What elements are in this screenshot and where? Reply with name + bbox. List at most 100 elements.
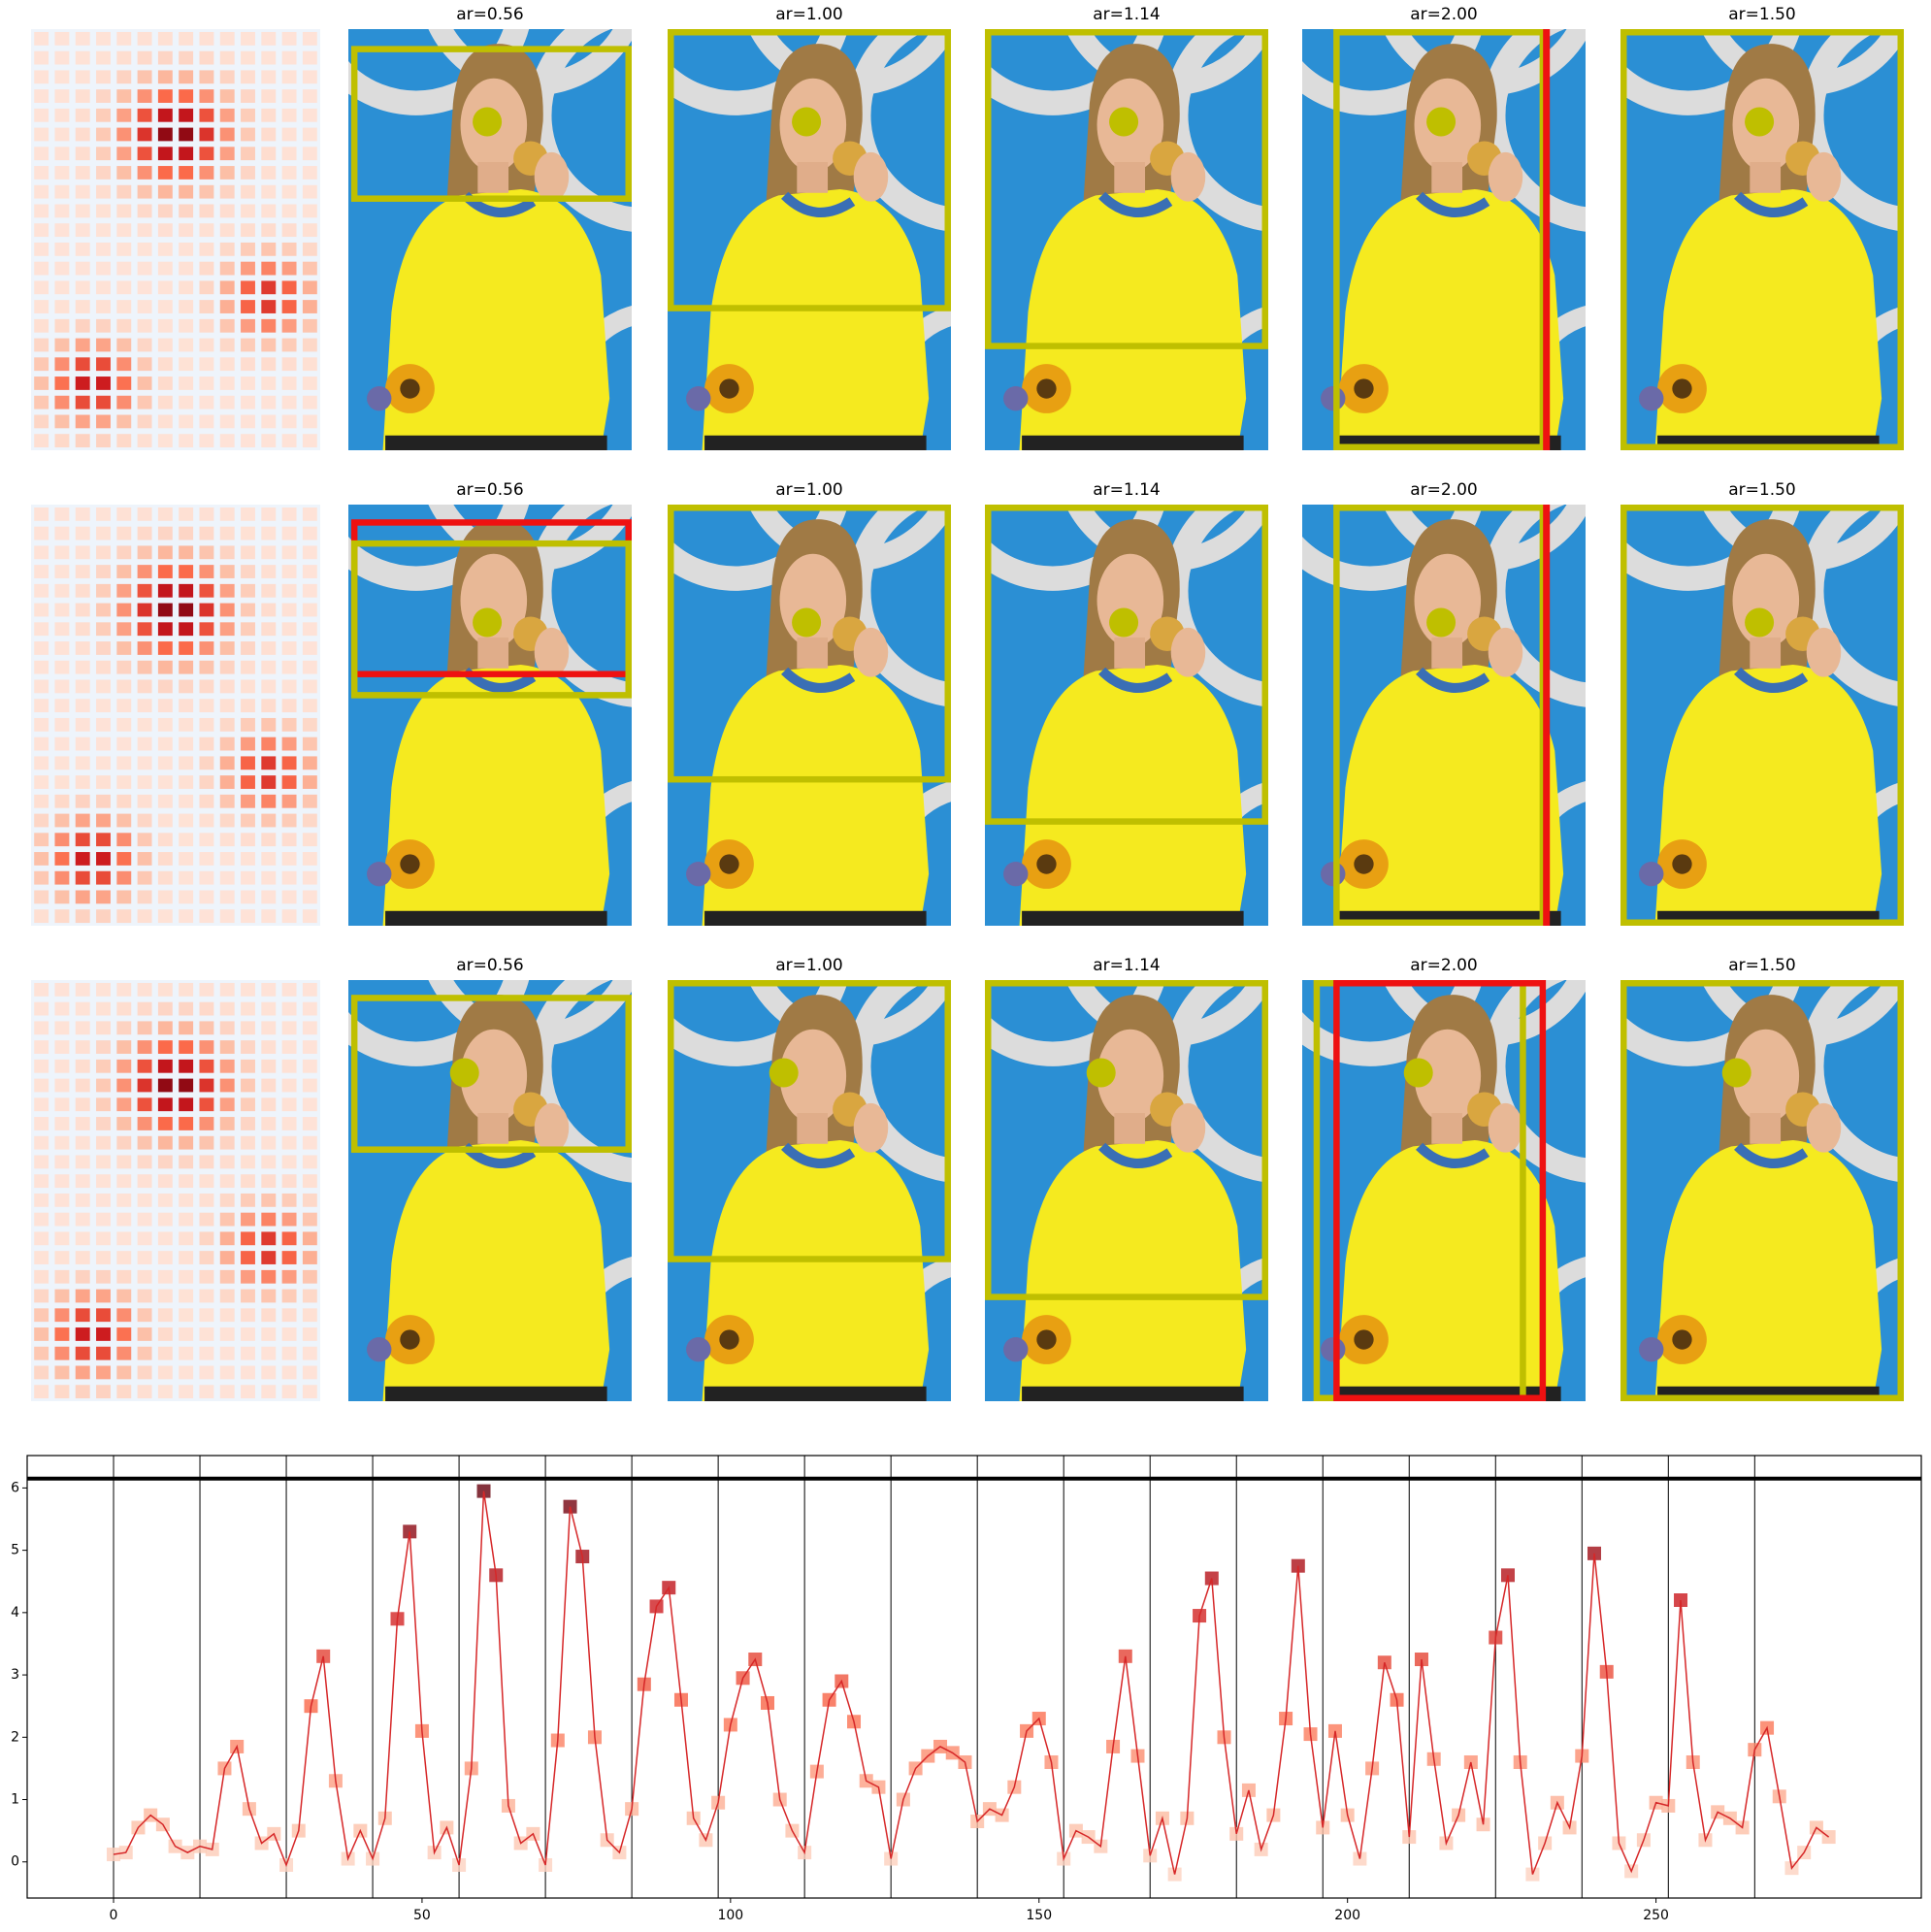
heatmap-cell (75, 127, 90, 142)
heatmap-cell (116, 660, 132, 674)
heatmap-cell (179, 1021, 194, 1035)
heatmap-cell (281, 622, 297, 637)
heatmap-cell (281, 1174, 297, 1189)
heatmap-cell (54, 318, 70, 333)
heatmap-cell (54, 89, 70, 103)
heatmap-cell (75, 31, 90, 46)
heatmap-cell (179, 127, 194, 142)
panel-title: ar=1.50 (1728, 480, 1796, 500)
panel-title: ar=1.50 (1728, 956, 1796, 975)
heatmap-cell (179, 852, 194, 866)
heatmap-cell (137, 395, 152, 409)
face-marker (473, 107, 503, 137)
heatmap-cell (54, 870, 70, 885)
face-marker (1109, 107, 1139, 137)
heatmap-cell (261, 242, 277, 256)
heatmap-cell (75, 1078, 90, 1093)
heatmap-cell (199, 526, 214, 540)
heatmap-cell (116, 1059, 132, 1073)
heatmap-cell (137, 1001, 152, 1016)
heatmap-cell (54, 890, 70, 904)
heatmap-cell (261, 1135, 277, 1150)
heatmap-cell (96, 1135, 111, 1150)
heatmap-cell (302, 890, 317, 904)
heatmap-cell (54, 300, 70, 313)
heatmap-cell (34, 679, 49, 694)
heatmap-cell (281, 982, 297, 997)
heatmap-cell (34, 223, 49, 238)
heatmap-cell (75, 357, 90, 372)
heatmap-cell (157, 622, 173, 637)
heatmap-cell (54, 1097, 70, 1112)
heatmap-cell (302, 852, 317, 866)
heatmap-cell (199, 583, 214, 598)
heatmap-cell (302, 280, 317, 295)
heatmap-cell (261, 1155, 277, 1169)
heatmap-cell (179, 756, 194, 770)
heatmap-cell (54, 583, 70, 598)
heatmap-cell (179, 1289, 194, 1303)
heatmap-cell (241, 242, 255, 256)
heatmap-cell (281, 1117, 297, 1130)
heatmap-cell (157, 1117, 173, 1130)
heatmap-cell (137, 1040, 152, 1054)
heatmap-cell (96, 414, 111, 429)
heatmap-cell (54, 395, 70, 409)
heatmap-cell (219, 1269, 235, 1284)
heatmap-cell (199, 1001, 214, 1016)
heatmap-cell (116, 794, 132, 808)
heatmap-cell (34, 507, 49, 521)
y-tick-label: 0 (11, 1854, 19, 1870)
heatmap-cell (34, 300, 49, 313)
heatmap-cell (199, 89, 214, 103)
heatmap-cell (241, 982, 255, 997)
heatmap-cell (137, 147, 152, 161)
heatmap-cell (75, 890, 90, 904)
heatmap-cell (241, 1365, 255, 1380)
heatmap-cell (157, 184, 173, 199)
heatmap-cell (199, 1078, 214, 1093)
heatmap-cell (137, 300, 152, 313)
heatmap-cell (241, 357, 255, 372)
panel-title: ar=1.00 (775, 480, 843, 500)
heatmap-cell (157, 377, 173, 390)
heatmap-cell (54, 526, 70, 540)
heatmap-cell (199, 1193, 214, 1207)
heatmap-cell (281, 395, 297, 409)
heatmap-cell (34, 1308, 49, 1323)
heatmap (31, 505, 320, 926)
heatmap-cell (199, 31, 214, 46)
heatmap-cell (116, 545, 132, 560)
heatmap-cell (157, 909, 173, 924)
heatmap-cell (34, 1289, 49, 1303)
heatmap-cell (302, 717, 317, 732)
heatmap-cell (75, 641, 90, 655)
face-marker (1745, 607, 1775, 638)
heatmap-cell (302, 1021, 317, 1035)
heatmap-cell (241, 1174, 255, 1189)
heatmap-cell (179, 1385, 194, 1399)
heatmap-cell (54, 1365, 70, 1380)
heatmap-cell (281, 1231, 297, 1246)
heatmap-cell (281, 545, 297, 560)
heatmap-cell (75, 184, 90, 199)
heatmap-cell (75, 660, 90, 674)
heatmap-cell (34, 870, 49, 885)
heatmap-cell (199, 1308, 214, 1323)
heatmap-cell (137, 717, 152, 732)
heatmap-cell (302, 1269, 317, 1284)
heatmap-cell (241, 583, 255, 598)
face-marker (769, 1058, 799, 1088)
heatmap-cell (54, 242, 70, 256)
heatmap-cell (179, 1231, 194, 1246)
heatmap-cell (137, 565, 152, 578)
heatmap-cell (261, 603, 277, 617)
heatmap-cell (116, 717, 132, 732)
heatmap-cell (75, 108, 90, 122)
heatmap-cell (302, 526, 317, 540)
heatmap-cell (157, 852, 173, 866)
heatmap-cell (302, 775, 317, 789)
panel-title: ar=2.00 (1410, 956, 1478, 975)
heatmap-cell (219, 204, 235, 218)
heatmap-cell (261, 583, 277, 598)
